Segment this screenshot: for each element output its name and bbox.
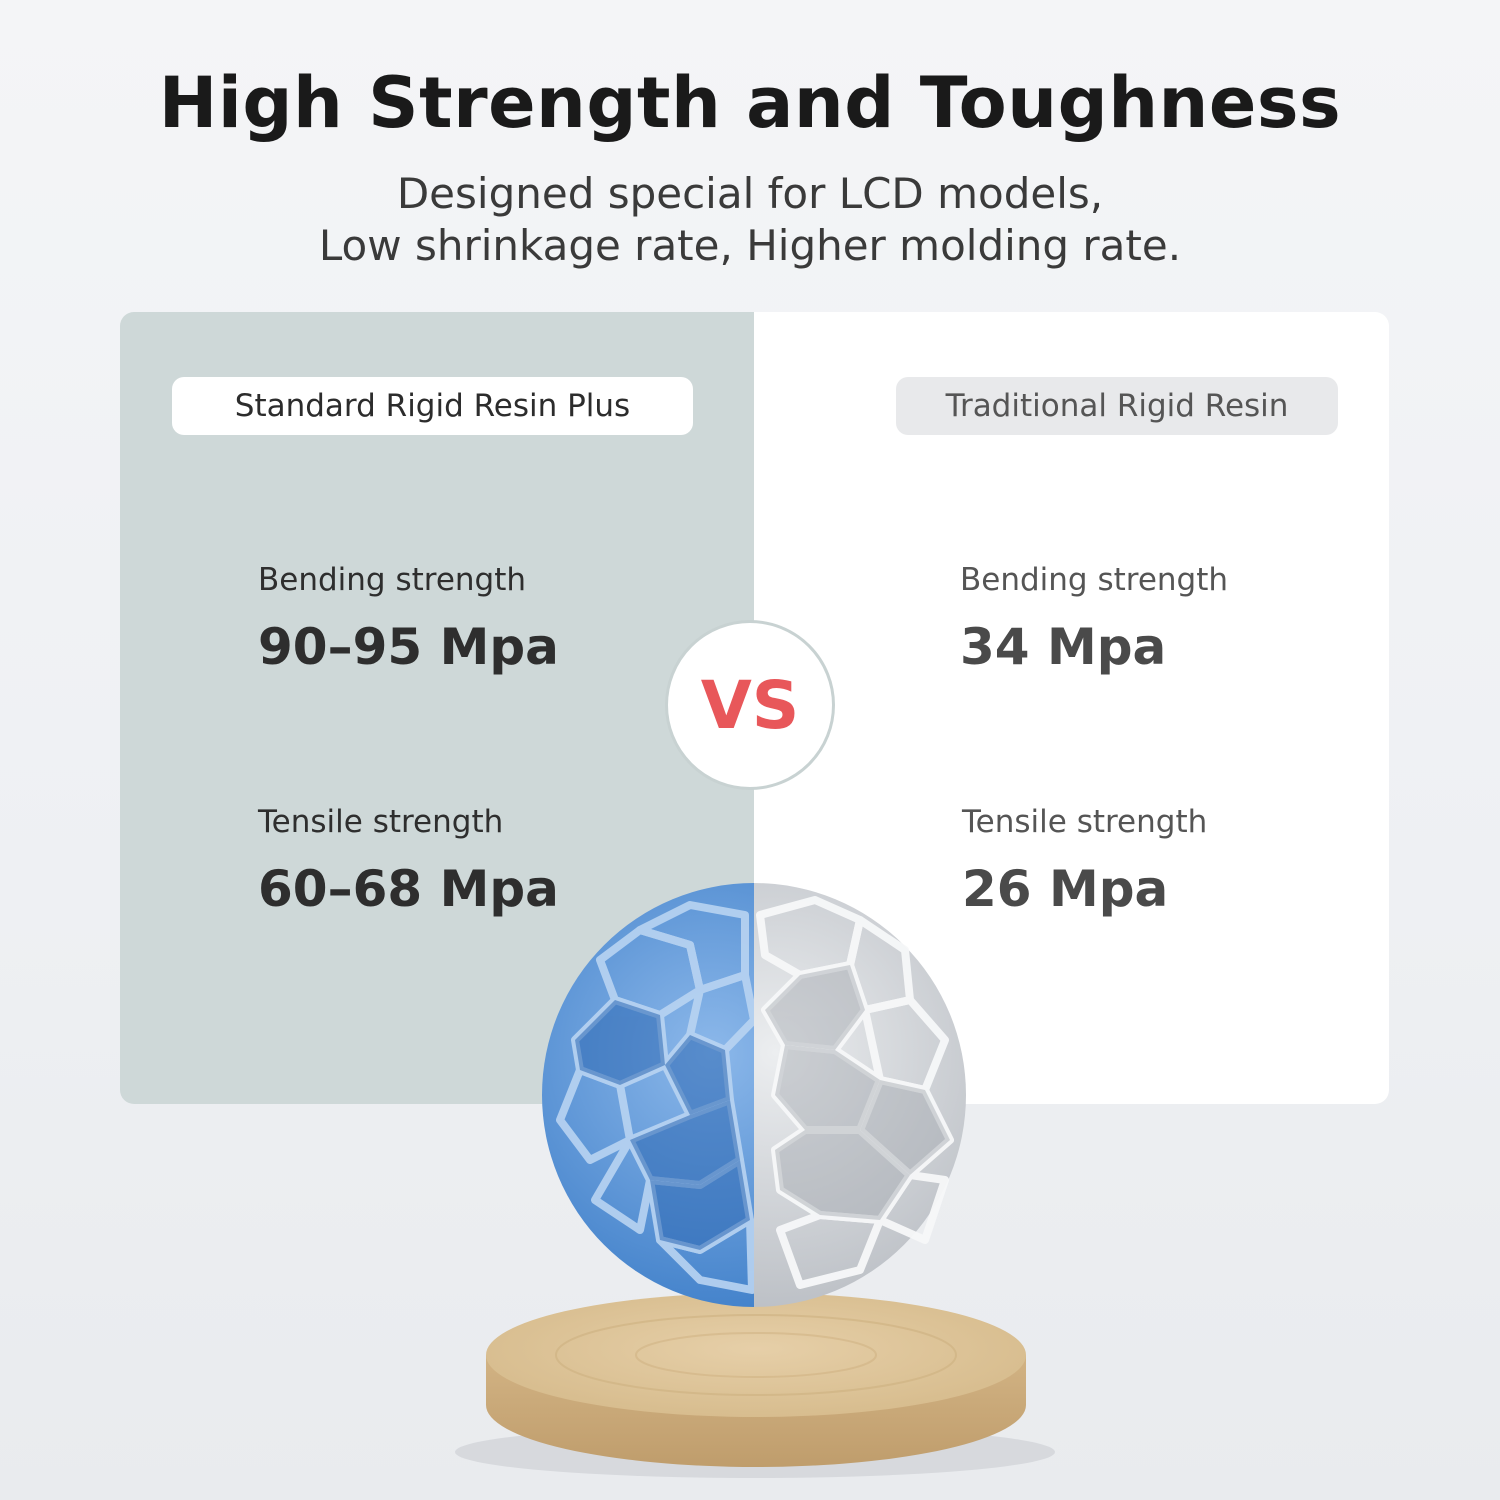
subtitle-line-2: Low shrinkage rate, Higher molding rate. <box>318 221 1182 270</box>
subtitle-line-1: Designed special for LCD models, <box>396 169 1104 218</box>
left-tensile-label: Tensile strength <box>258 804 504 840</box>
grey-resin-half <box>754 883 966 1307</box>
left-bending-label: Bending strength <box>258 562 527 598</box>
left-product-label: Standard Rigid Resin Plus <box>172 377 693 435</box>
blue-resin-half <box>542 883 754 1307</box>
wood-stand-top <box>486 1293 1026 1417</box>
left-tensile-value: 60–68 Mpa <box>258 860 559 918</box>
right-bending-value: 34 Mpa <box>960 618 1167 676</box>
right-tensile-label: Tensile strength <box>962 804 1208 840</box>
right-tensile-value: 26 Mpa <box>962 860 1169 918</box>
page-title: High Strength and Toughness <box>158 62 1342 144</box>
left-bending-value: 90–95 Mpa <box>258 618 559 676</box>
right-bending-label: Bending strength <box>960 562 1229 598</box>
vs-badge: VS <box>665 620 835 790</box>
page-subtitle: Designed special for LCD models, Low shr… <box>0 168 1500 272</box>
right-product-label: Traditional Rigid Resin <box>896 377 1338 435</box>
